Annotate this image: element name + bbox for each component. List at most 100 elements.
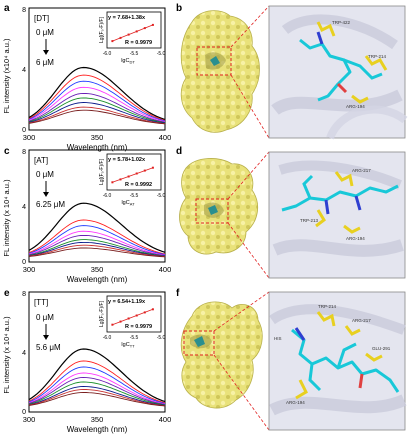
arrow-head	[43, 50, 49, 55]
residue-stick	[351, 94, 369, 104]
panel-letter: b	[176, 3, 182, 14]
inset-fit	[111, 23, 154, 43]
zoom-box	[195, 198, 229, 224]
spectrum-line	[28, 225, 166, 256]
inset-x-tick: -6.0	[103, 193, 112, 199]
panel-e: e FL intensity (x 10⁴ a.u.) 8 4 0 300 35…	[2, 288, 171, 434]
inset-x-tick: -6.0	[103, 51, 112, 57]
spectrum-line	[28, 381, 166, 406]
ligand-stick	[354, 195, 362, 211]
fit-point	[111, 40, 114, 43]
plot-frame	[28, 7, 166, 131]
fit-point	[111, 181, 114, 184]
residue-stick	[365, 352, 383, 362]
inset-y-label: Lg[(F₀-F)/F]	[99, 158, 105, 185]
inset-fit	[111, 308, 154, 326]
panel-letter: c	[4, 146, 10, 157]
residue-label: ARG-217	[352, 168, 371, 173]
y-tick-label: 4	[22, 350, 26, 357]
fit-point	[119, 320, 122, 323]
ligand-stick	[302, 174, 314, 199]
inset-plot: Lg[(F₀-F)/F] y = 6.54+1.19x R = 0.9979 -…	[99, 295, 166, 349]
inset-equation: y = 5.78+1.02x	[108, 157, 146, 163]
residue-stick	[364, 55, 388, 71]
inset-plot: Lg[(F₀-F)/F] y = 5.78+1.02x R = 0.9992 -…	[99, 153, 166, 207]
spectrum-line	[28, 80, 166, 122]
residue-label: ARG-194	[346, 104, 365, 109]
protein-surface	[180, 10, 260, 133]
ribbon	[326, 105, 408, 140]
x-tick-label: 400	[159, 415, 172, 424]
ribbon	[269, 394, 407, 416]
residue-label: ARG-194	[286, 400, 305, 405]
ribbon	[278, 160, 402, 190]
end-concentration: 6.25 μM	[36, 200, 65, 209]
start-concentration: 0 μM	[36, 170, 54, 179]
spectra-curves	[28, 202, 166, 258]
inset-x-tick: -5.5	[130, 335, 139, 341]
inset-x-tick: -5.0	[157, 193, 166, 199]
fit-point	[151, 23, 154, 26]
x-tick-label: 300	[23, 133, 36, 142]
x-axis-label: Wavelength (nm)	[67, 275, 128, 284]
x-axis-label: Wavelength (nm)	[67, 425, 128, 434]
spectrum-line	[28, 86, 166, 123]
y-tick-label: 8	[22, 7, 26, 14]
inset-x-tick: -5.0	[157, 51, 166, 57]
residue-label: TRP-214	[368, 54, 387, 59]
titrant-label: [AT]	[34, 156, 48, 165]
spectra-curves	[28, 348, 166, 407]
ligand-stick	[336, 342, 357, 369]
fit-point	[119, 178, 122, 181]
x-tick-label: 350	[91, 265, 104, 274]
spectrum-line	[28, 97, 166, 124]
fit-line	[112, 24, 154, 42]
spectrum-line	[28, 74, 166, 121]
fit-point	[127, 317, 130, 320]
y-tick-label: 8	[22, 291, 26, 298]
inset-y-label: Lg[(F₀-F)/F]	[99, 300, 105, 327]
inset-frame	[106, 295, 162, 333]
x-tick-label: 300	[23, 265, 36, 274]
spectrum-line	[28, 202, 166, 253]
zoom-line	[230, 74, 270, 139]
fit-point	[151, 166, 154, 169]
titrant-label: [TT]	[34, 298, 48, 307]
x-tick-label: 350	[91, 415, 104, 424]
end-concentration: 5.6 μM	[36, 343, 61, 352]
spectrum-line	[28, 230, 166, 256]
docking-panel-d: d ARG-217 TRP-213 ARG-194	[176, 146, 406, 279]
inset-y-label: Lg[(F₀-F)/F]	[99, 16, 105, 43]
fit-point	[135, 172, 138, 175]
spectrum-line	[28, 244, 166, 257]
start-concentration: 0 μM	[36, 28, 54, 37]
panel-letter: f	[176, 288, 180, 299]
spectrum-line	[28, 366, 166, 404]
x-tick-label: 300	[23, 415, 36, 424]
fit-line	[112, 308, 154, 326]
zoom-line	[227, 222, 270, 279]
spectrum-line	[28, 360, 166, 404]
ligand-stick	[343, 58, 383, 80]
inset-r-value: R = 0.9979	[125, 324, 152, 330]
fit-point	[127, 33, 130, 36]
plot-frame	[28, 149, 166, 263]
residue-label: HIS	[274, 336, 282, 341]
ligand-stick	[316, 31, 324, 45]
start-concentration: 0 μM	[36, 313, 54, 322]
panel-a: a FL intensity (x10⁴ a.u.) 8 4 0 300 350…	[2, 3, 171, 152]
fit-point	[111, 323, 114, 326]
y-tick-label: 0	[22, 409, 26, 416]
spectrum-line	[28, 386, 166, 406]
y-tick-label: 4	[22, 204, 26, 211]
x-tick-label: 400	[159, 265, 172, 274]
inset-x-tick: -5.0	[157, 335, 166, 341]
zoom-line	[230, 5, 270, 48]
y-tick-label: 0	[22, 127, 26, 134]
y-tick-label: 8	[22, 149, 26, 156]
fit-line	[112, 167, 154, 183]
residue-stick	[343, 224, 361, 234]
ligand-stick	[324, 199, 330, 215]
panel-letter: d	[176, 146, 182, 157]
x-axis-label: Wavelength (nm)	[67, 143, 128, 152]
